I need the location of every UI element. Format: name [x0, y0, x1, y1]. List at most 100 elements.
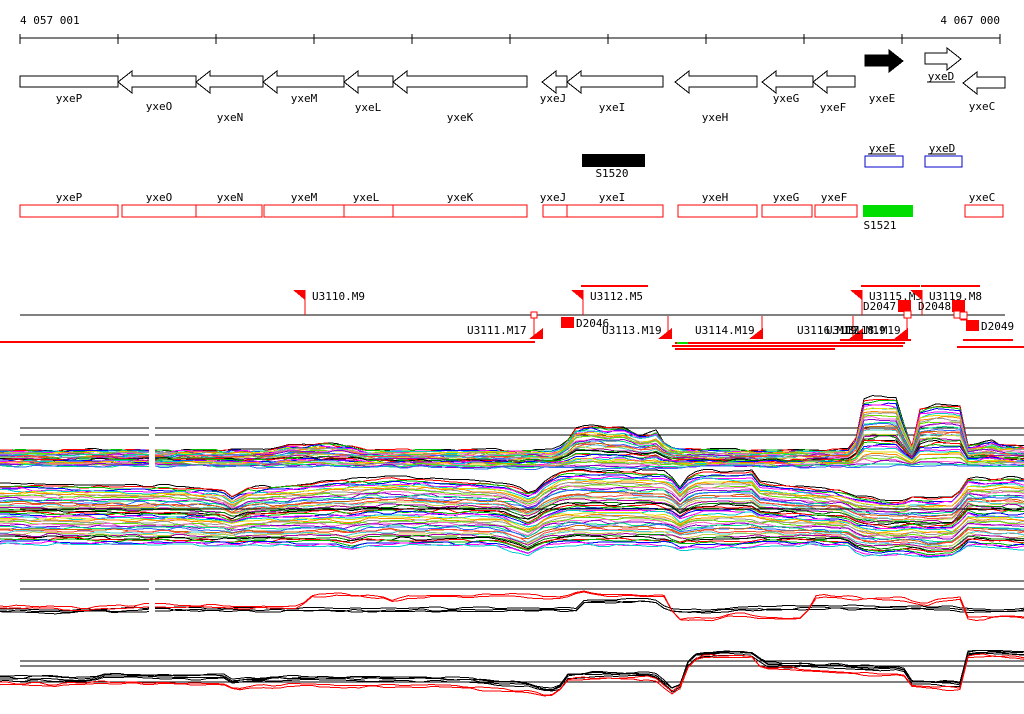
- profile-trace: [0, 600, 1024, 615]
- gene-label-yxeH: yxeH: [702, 111, 729, 124]
- flag-icon: [658, 328, 672, 339]
- expression-trace: [0, 463, 1024, 470]
- terminator-marker-D2046[interactable]: D2046: [561, 317, 609, 330]
- red-gene-box-yxeL[interactable]: [343, 204, 394, 218]
- gene-arrow-yxeO[interactable]: [117, 69, 197, 95]
- flag-icon: [571, 290, 583, 300]
- expression-trace: [0, 421, 1024, 459]
- gene-arrow-yxeC[interactable]: [962, 70, 1006, 96]
- gene-label-yxeP: yxeP: [56, 92, 83, 105]
- expression-track-3: [0, 649, 1024, 697]
- segment-label-S1520: S1520: [595, 167, 628, 180]
- blue-feature-box-yxeD[interactable]: [924, 155, 963, 168]
- flag-icon: [849, 328, 863, 339]
- gene-arrow-yxeN[interactable]: [195, 69, 264, 95]
- up-flag-U3119.M8[interactable]: U3119.M8: [910, 285, 982, 315]
- stem-square-icon: [959, 311, 968, 320]
- gene-label-yxeO: yxeO: [146, 100, 173, 113]
- red-gene-box-yxeO[interactable]: [121, 204, 197, 218]
- down-flag-label: U3118.M19: [841, 324, 901, 337]
- down-flag-U3116.M19[interactable]: U3116.M19: [797, 316, 863, 339]
- red-gene-box-yxeK[interactable]: [392, 204, 528, 218]
- flag-icon: [910, 290, 922, 300]
- expression-trace: [0, 456, 1024, 468]
- gene-arrow-yxeP[interactable]: [19, 75, 119, 88]
- up-flag-label: U3115.M5: [869, 290, 922, 303]
- gene-arrow-yxeM[interactable]: [262, 69, 345, 95]
- segment-box-S1521[interactable]: [863, 205, 913, 217]
- gene-arrow-yxeH[interactable]: [674, 69, 758, 95]
- expression-trace: [0, 494, 1024, 521]
- down-flag-U3113.M19[interactable]: U3113.M19: [602, 316, 672, 339]
- down-flag-U3111.M17[interactable]: U3111.M17: [467, 311, 543, 339]
- down-flag-U3118.M19[interactable]: U3118.M19: [841, 316, 908, 339]
- probe-track: S1520 yxeE yxeD S1521: [582, 142, 963, 232]
- gene-label-yxeK: yxeK: [447, 111, 474, 124]
- gene-arrow-track: yxeP yxeO yxeN yxeM yxeL yxeK yxeJ yxeI yxeH yxeG…: [19, 46, 1006, 124]
- expression-trace: [0, 495, 1024, 522]
- profile-trace: [0, 655, 1024, 697]
- expression-trace: [0, 488, 1024, 515]
- profile-trace: [0, 591, 1024, 622]
- profile-trace: [0, 652, 1024, 693]
- gene-arrow-yxeE[interactable]: [864, 48, 904, 74]
- gene-arrow-yxeL[interactable]: [343, 69, 394, 95]
- red-row-label-yxeM: yxeM: [291, 191, 318, 204]
- flag-icon: [850, 290, 862, 300]
- segment-box-S1520[interactable]: [582, 154, 645, 167]
- red-gene-box-yxeC[interactable]: [964, 204, 1004, 218]
- stem-square-icon: [530, 311, 538, 319]
- up-flag-label: U3119.M8: [929, 290, 982, 303]
- red-row-label-yxeP: yxeP: [56, 191, 83, 204]
- blue-feature-box-yxeE[interactable]: [864, 155, 904, 168]
- red-gene-box-yxeN[interactable]: [195, 204, 263, 218]
- gene-label-yxeG: yxeG: [773, 92, 800, 105]
- gene-label-yxeM: yxeM: [291, 92, 318, 105]
- gene-arrow-yxeF[interactable]: [812, 69, 856, 95]
- red-gene-box-yxeH[interactable]: [677, 204, 758, 218]
- down-flag-U3117.M19[interactable]: U3117.M19: [826, 324, 886, 337]
- expression-trace: [0, 505, 1024, 530]
- gene-arrow-yxeK[interactable]: [392, 69, 528, 95]
- red-gene-box-yxeF[interactable]: [814, 204, 858, 218]
- red-row-label-yxeK: yxeK: [447, 191, 474, 204]
- terminator-square-icon: [952, 300, 965, 312]
- up-flag-U3115.M5[interactable]: U3115.M5: [850, 285, 922, 315]
- gene-label-yxeN: yxeN: [217, 111, 244, 124]
- expression-trace: [0, 533, 1024, 550]
- profile-trace: [0, 651, 1024, 692]
- red-gene-box-yxeJ[interactable]: [542, 204, 568, 218]
- red-row-label-yxeF: yxeF: [821, 191, 848, 204]
- terminator-marker-D2048[interactable]: D2048: [918, 300, 968, 321]
- red-gene-box-yxeI[interactable]: [566, 204, 664, 218]
- gene-arrow-yxeD[interactable]: [924, 46, 962, 72]
- up-flag-U3110.M9[interactable]: U3110.M9: [293, 290, 365, 315]
- up-flag-label: U3110.M9: [312, 290, 365, 303]
- expression-trace: [0, 471, 1024, 505]
- segment-label-S1521: S1521: [863, 219, 896, 232]
- gene-arrow-yxeJ[interactable]: [541, 69, 568, 95]
- expression-track-1: [0, 395, 1024, 559]
- red-gene-box-yxeM[interactable]: [263, 204, 345, 218]
- red-row-label-yxeJ: yxeJ: [540, 191, 567, 204]
- terminator-square-icon: [898, 300, 911, 312]
- terminator-label: D2046: [576, 317, 609, 330]
- terminator-marker-D2049[interactable]: D2049: [959, 311, 1014, 333]
- up-flag-U3112.M5[interactable]: U3112.M5: [571, 285, 648, 315]
- down-flag-U3114.M19[interactable]: U3114.M19: [695, 316, 763, 339]
- gene-arrow-yxeI[interactable]: [566, 69, 664, 95]
- up-flag-label: U3112.M5: [590, 290, 643, 303]
- gene-label-yxeF: yxeF: [820, 101, 847, 114]
- blue-feature-label-yxeE: yxeE: [869, 142, 896, 155]
- down-flag-label: U3113.M19: [602, 324, 662, 337]
- terminator-label: D2049: [981, 320, 1014, 333]
- down-flag-label: U3116.M19: [797, 324, 857, 337]
- red-row-label-yxeN: yxeN: [217, 191, 244, 204]
- red-gene-box-yxeP[interactable]: [19, 204, 119, 218]
- flag-icon: [293, 290, 305, 300]
- gene-arrow-yxeG[interactable]: [761, 69, 814, 95]
- expression-trace: [0, 441, 1024, 464]
- red-gene-box-yxeG[interactable]: [761, 204, 813, 218]
- terminator-marker-D2047[interactable]: D2047: [863, 300, 912, 319]
